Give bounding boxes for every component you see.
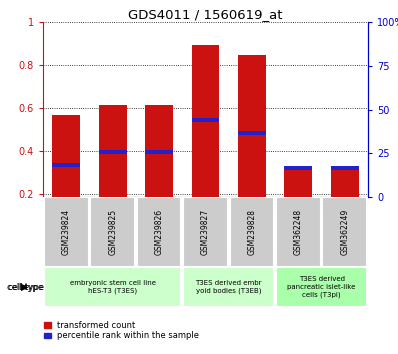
- Bar: [44, 197, 88, 267]
- Bar: [331, 166, 359, 170]
- Bar: [183, 267, 274, 307]
- Bar: [276, 267, 367, 307]
- Text: T3ES derived
pancreatic islet-like
cells (T3pi): T3ES derived pancreatic islet-like cells…: [287, 276, 356, 298]
- Bar: [52, 163, 80, 167]
- Bar: [285, 166, 312, 170]
- Bar: [183, 197, 228, 267]
- Bar: [285, 169, 312, 197]
- Text: T3ES derived embr
yoid bodies (T3EB): T3ES derived embr yoid bodies (T3EB): [195, 280, 262, 294]
- Text: GSM362248: GSM362248: [294, 209, 303, 255]
- Bar: [322, 197, 367, 267]
- Text: embryonic stem cell line
hES-T3 (T3ES): embryonic stem cell line hES-T3 (T3ES): [70, 280, 156, 294]
- Bar: [331, 169, 359, 197]
- Text: GSM239824: GSM239824: [62, 209, 71, 255]
- Bar: [276, 197, 321, 267]
- Text: GSM362249: GSM362249: [340, 209, 349, 255]
- Bar: [99, 105, 127, 197]
- Bar: [44, 267, 181, 307]
- Legend: transformed count, percentile rank within the sample: transformed count, percentile rank withi…: [44, 321, 199, 340]
- Title: GDS4011 / 1560619_at: GDS4011 / 1560619_at: [128, 8, 283, 21]
- Text: GSM239828: GSM239828: [248, 209, 256, 255]
- Bar: [191, 118, 219, 122]
- Text: GSM239826: GSM239826: [154, 209, 164, 255]
- Text: GSM239825: GSM239825: [108, 209, 117, 255]
- Bar: [238, 131, 266, 135]
- Bar: [90, 197, 135, 267]
- Text: cell type: cell type: [8, 282, 44, 291]
- Text: ▶: ▶: [21, 282, 29, 292]
- Text: cell type: cell type: [7, 282, 43, 291]
- Bar: [52, 115, 80, 197]
- Bar: [137, 197, 181, 267]
- Text: GSM239827: GSM239827: [201, 209, 210, 255]
- Bar: [145, 150, 173, 154]
- Bar: [145, 105, 173, 197]
- Bar: [191, 45, 219, 197]
- Bar: [230, 197, 274, 267]
- Bar: [99, 150, 127, 154]
- Bar: [238, 55, 266, 197]
